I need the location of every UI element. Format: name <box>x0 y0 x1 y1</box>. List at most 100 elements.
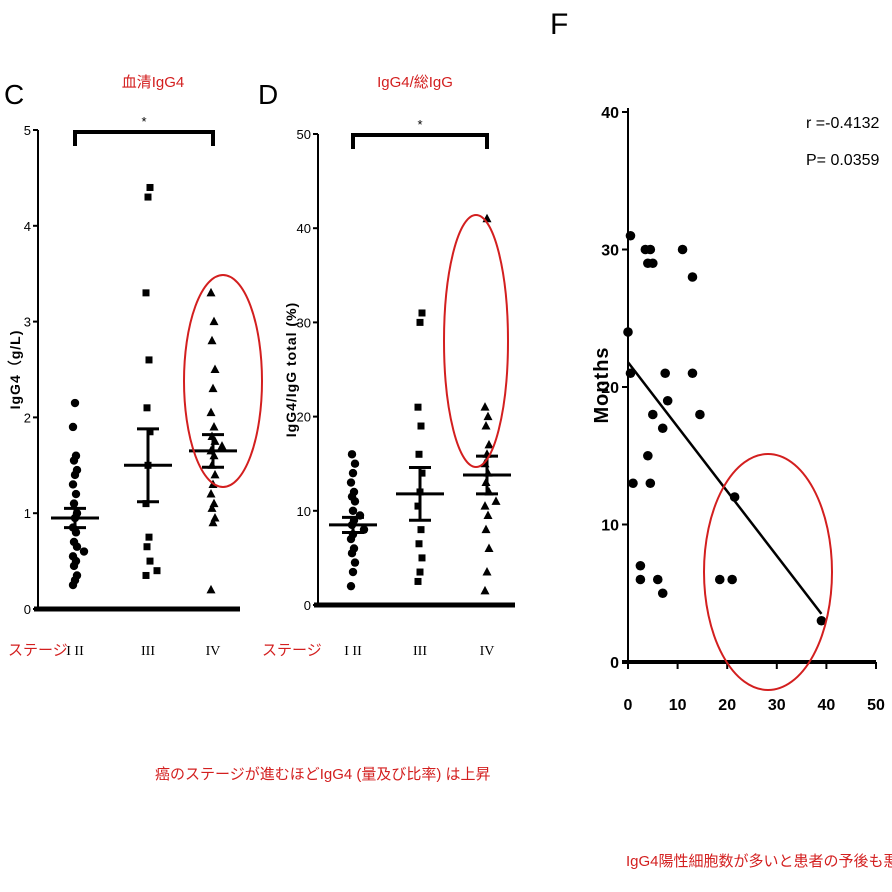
data-point <box>70 398 80 408</box>
data-point <box>206 584 216 594</box>
data-point <box>727 574 737 585</box>
data-point <box>143 543 151 551</box>
data-point <box>207 503 217 512</box>
y-tick-label: 4 <box>24 219 31 234</box>
data-point <box>142 289 150 297</box>
x-category-label: III <box>141 644 155 659</box>
data-point <box>348 468 358 478</box>
data-point <box>143 404 151 412</box>
data-point <box>414 502 422 510</box>
panel-title: 血清IgG4 <box>122 74 185 91</box>
data-point <box>645 478 656 489</box>
data-point <box>648 258 658 269</box>
data-point <box>210 512 220 522</box>
x-category-label: I II <box>344 644 362 659</box>
data-point <box>142 500 150 508</box>
y-axis-label: IgG4/IgG total (%) <box>283 302 299 437</box>
data-point <box>71 489 81 499</box>
y-tick-label: 0 <box>610 655 619 672</box>
y-tick-label: 2 <box>24 410 31 425</box>
data-point <box>729 492 740 502</box>
panel-title: IgG4/総IgG <box>377 74 453 91</box>
highlight-circle-f <box>703 453 833 691</box>
data-point <box>350 558 360 567</box>
data-point <box>417 422 425 430</box>
y-tick-label: 20 <box>297 410 311 425</box>
x-tick-label: 0 <box>624 697 633 714</box>
x-tick-label: 10 <box>669 697 687 714</box>
highlight-circle-c <box>183 274 263 488</box>
data-point <box>418 554 426 562</box>
x-category-label: IV <box>206 644 221 659</box>
data-point <box>350 459 360 468</box>
x-tick-label: 50 <box>867 697 885 714</box>
y-axis-label: Months <box>591 346 613 423</box>
data-point <box>146 183 154 191</box>
data-point <box>491 496 501 505</box>
panel-f: F 0 10 20 30 40 0 10 20 30 40 50 Months r =-0.4132 P= … <box>550 8 885 714</box>
x-category-label: IV <box>480 644 495 659</box>
data-point <box>416 568 424 576</box>
data-point <box>79 547 89 556</box>
significance-bracket <box>73 130 215 146</box>
y-tick-label: 10 <box>297 504 311 519</box>
data-point <box>635 560 646 571</box>
data-point <box>69 499 79 508</box>
y-axis-label: IgG4（g/L) <box>7 330 23 410</box>
significance-bracket <box>351 133 489 149</box>
panel-d: D IgG4/総IgG 0 10 20 30 40 50 IgG4/IgG total (%) ス… <box>258 74 515 659</box>
data-point <box>635 574 646 585</box>
highlight-circle-d <box>443 214 509 468</box>
data-point <box>625 368 636 379</box>
panel-letter: F <box>550 8 568 41</box>
data-point <box>662 395 673 406</box>
data-point <box>816 615 827 626</box>
y-tick-label: 3 <box>24 315 31 330</box>
data-point <box>68 552 78 561</box>
data-point <box>480 402 490 411</box>
y-tick-label: 20 <box>601 380 619 397</box>
data-point <box>687 368 698 379</box>
x-axis-label: ステージ <box>8 642 68 659</box>
data-point <box>480 585 490 595</box>
data-point <box>483 411 493 421</box>
y-tick-label: 5 <box>24 123 31 138</box>
data-point <box>623 327 633 337</box>
p-value-label: P= 0.0359 <box>806 152 880 169</box>
data-point <box>145 356 153 364</box>
data-point <box>657 588 668 599</box>
x-tick-label: 30 <box>768 697 786 714</box>
data-point <box>207 335 217 345</box>
data-point <box>628 478 638 489</box>
data-point <box>414 403 422 411</box>
data-point <box>209 421 219 431</box>
data-point <box>146 428 154 436</box>
panel-letter: C <box>4 79 24 110</box>
data-point <box>484 543 494 552</box>
data-point <box>414 577 422 585</box>
data-point <box>153 567 161 575</box>
y-tick-label: 1 <box>24 506 31 521</box>
data-point <box>217 441 227 450</box>
data-point <box>657 423 668 434</box>
data-point <box>677 244 688 255</box>
data-point <box>209 316 219 326</box>
data-point <box>346 581 356 591</box>
y-tick-label: 10 <box>601 518 619 535</box>
data-point <box>643 450 653 461</box>
data-point <box>206 489 216 498</box>
data-point <box>348 506 358 515</box>
y-tick-label: 30 <box>601 243 619 260</box>
x-category-label: III <box>413 644 427 659</box>
data-point <box>660 368 670 379</box>
data-point <box>68 480 78 489</box>
y-tick-label: 0 <box>24 602 31 617</box>
data-point <box>415 450 423 458</box>
data-point <box>145 533 153 541</box>
data-point <box>415 540 423 548</box>
y-tick-label: 30 <box>297 315 311 330</box>
data-point <box>418 469 426 477</box>
data-point <box>349 544 359 553</box>
regression-line <box>627 361 823 615</box>
data-point <box>416 318 424 326</box>
